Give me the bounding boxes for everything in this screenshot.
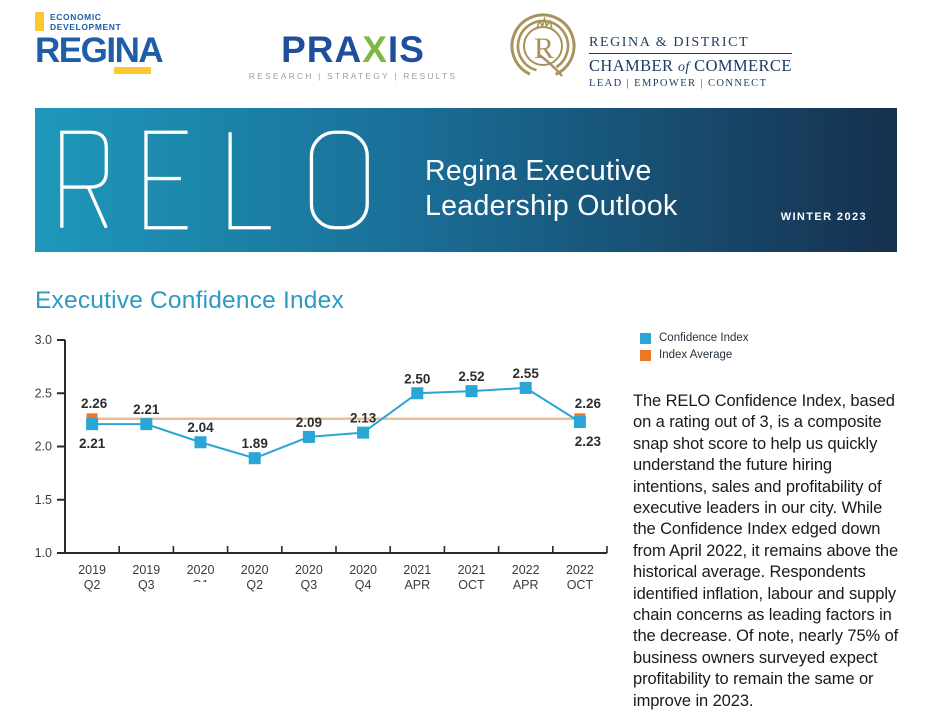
svg-text:1.5: 1.5 <box>35 493 52 507</box>
relo-wordmark <box>60 130 369 230</box>
edr-tagline-line2: DEVELOPMENT <box>50 21 122 32</box>
svg-text:2021: 2021 <box>458 563 486 577</box>
svg-text:Q3: Q3 <box>301 578 318 592</box>
legend-item-index-average: Index Average <box>640 349 749 361</box>
confidence-index-chart: 3.02.52.01.51.02019Q22019Q32020Q12020Q22… <box>35 333 608 594</box>
svg-text:Q3: Q3 <box>138 578 155 592</box>
index-average-swatch-icon <box>640 349 651 361</box>
svg-text:2020: 2020 <box>349 563 377 577</box>
svg-text:2.52: 2.52 <box>458 369 484 384</box>
svg-text:2022: 2022 <box>566 563 594 577</box>
svg-text:2020: 2020 <box>295 563 323 577</box>
svg-text:2.26: 2.26 <box>81 396 108 411</box>
svg-text:2.21: 2.21 <box>79 436 106 451</box>
svg-text:2020: 2020 <box>187 563 215 577</box>
svg-text:Q2: Q2 <box>84 578 101 592</box>
svg-text:2.26: 2.26 <box>575 396 602 411</box>
svg-text:Q4: Q4 <box>355 578 372 592</box>
edr-tagline: ECONOMIC DEVELOPMENT <box>35 12 185 32</box>
svg-text:2.55: 2.55 <box>513 366 540 381</box>
svg-text:1.0: 1.0 <box>35 546 52 560</box>
crown-icon <box>536 16 553 30</box>
banner-title: Regina Executive Leadership Outlook <box>425 154 678 224</box>
svg-text:2.04: 2.04 <box>187 420 214 435</box>
chamber-emblem-icon: R <box>510 13 576 79</box>
svg-text:2019: 2019 <box>132 563 160 577</box>
chamber-name-line2: CHAMBER of COMMERCE <box>589 56 792 75</box>
svg-text:2022: 2022 <box>512 563 540 577</box>
svg-text:3.0: 3.0 <box>35 333 52 347</box>
section-title: Executive Confidence Index <box>35 287 344 314</box>
edr-yellow-block-icon <box>35 12 44 31</box>
praxis-tagline: RESEARCH | STRATEGY | RESULTS <box>248 71 458 81</box>
svg-text:2.23: 2.23 <box>575 434 602 449</box>
svg-text:Q2: Q2 <box>246 578 263 592</box>
edr-tagline-line1: ECONOMIC <box>50 12 102 22</box>
chamber-motto: LEAD | EMPOWER | CONNECT <box>589 78 768 89</box>
edr-yellow-underline <box>114 67 151 74</box>
svg-text:2.0: 2.0 <box>35 440 52 454</box>
economic-development-regina-logo: ECONOMIC DEVELOPMENT REGINA <box>35 12 185 74</box>
svg-text:2.21: 2.21 <box>133 402 160 417</box>
svg-text:2019: 2019 <box>78 563 106 577</box>
svg-text:2.13: 2.13 <box>350 411 377 426</box>
praxis-green-x: X <box>362 29 388 70</box>
commentary-paragraph: The RELO Confidence Index, based on a ra… <box>633 392 899 710</box>
chamber-monogram: R <box>534 32 554 65</box>
chamber-of-commerce-logo: R REGINA & DISTRICT CHAMBER of COMMERCE … <box>508 8 792 89</box>
edition-label: WINTER 2023 <box>780 211 867 223</box>
svg-text:APR: APR <box>513 578 539 592</box>
svg-text:2.50: 2.50 <box>404 371 430 386</box>
chart-legend: Confidence Index Index Average <box>640 332 749 366</box>
chamber-name-line1: REGINA & DISTRICT <box>589 35 792 54</box>
svg-text:2.5: 2.5 <box>35 386 52 400</box>
praxis-logo: PRAXIS RESEARCH | STRATEGY | RESULTS <box>247 31 459 81</box>
banner-title-line2: Leadership Outlook <box>425 190 678 222</box>
svg-text:2021: 2021 <box>403 563 431 577</box>
svg-text:APR: APR <box>404 578 430 592</box>
edr-wordmark: REGINA <box>35 33 185 74</box>
svg-text:OCT: OCT <box>458 578 485 592</box>
praxis-wordmark: PRAXIS <box>281 29 425 70</box>
svg-text:1.89: 1.89 <box>242 436 268 451</box>
relo-acronym-text: RELO <box>35 108 36 109</box>
svg-text:2020: 2020 <box>241 563 269 577</box>
confidence-index-swatch-icon <box>640 332 651 344</box>
legend-item-confidence-index: Confidence Index <box>640 332 749 344</box>
svg-text:OCT: OCT <box>567 578 594 592</box>
relo-banner: RELO Regina Executive Leadership Outlook… <box>35 108 897 252</box>
banner-title-line1: Regina Executive <box>425 155 652 187</box>
svg-text:2.09: 2.09 <box>296 415 322 430</box>
